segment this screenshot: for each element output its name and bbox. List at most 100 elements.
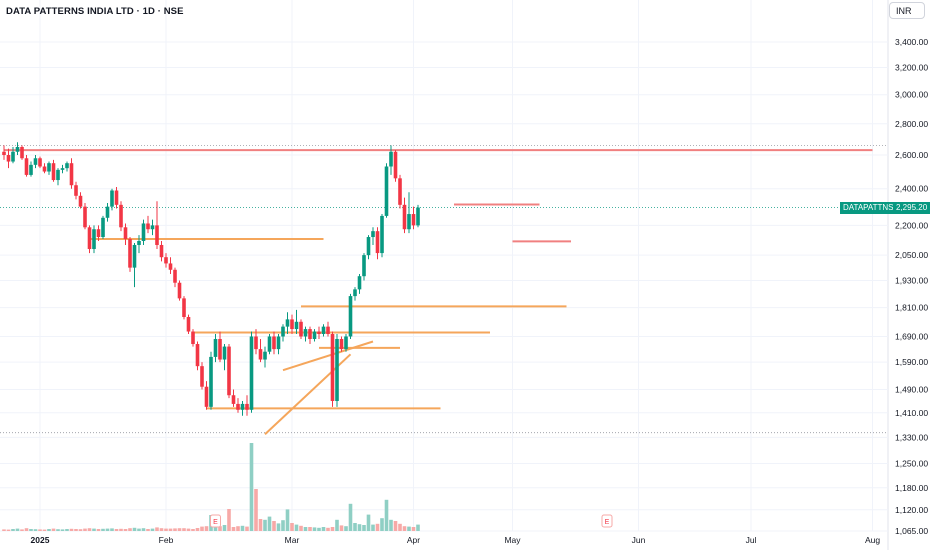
candle-body <box>276 336 281 350</box>
candle-body <box>195 344 200 367</box>
price-tick-label: 2,400.00 <box>895 184 928 194</box>
volume-bar <box>249 443 254 531</box>
volume-bar <box>231 527 236 531</box>
candle-body <box>105 206 110 218</box>
volume-bar <box>312 527 317 531</box>
volume-bar <box>191 529 195 531</box>
candle-body <box>47 163 51 172</box>
volume-bar <box>236 526 240 531</box>
volume-bar <box>200 526 204 531</box>
volume-bar <box>267 516 272 531</box>
volume-bar <box>74 529 78 531</box>
volume-bar <box>47 529 51 531</box>
volume-bar <box>56 529 60 531</box>
candle-body <box>254 336 258 350</box>
volume-bar <box>204 526 209 531</box>
volume-bar <box>87 528 92 531</box>
volume-bar <box>254 489 258 531</box>
volume-bar <box>11 529 15 531</box>
volume-bar <box>240 525 245 531</box>
time-tick-label: May <box>504 535 521 545</box>
volume-bar <box>114 529 119 531</box>
volume-bar <box>308 527 312 531</box>
candle-body <box>411 214 416 226</box>
candle-body <box>263 351 267 360</box>
volume-bar <box>281 520 285 531</box>
candle-body <box>371 231 375 238</box>
candle-body <box>96 229 101 238</box>
volume-bar <box>177 528 182 531</box>
volume-bar <box>258 519 263 531</box>
price-tick-label: 1,250.00 <box>895 459 928 469</box>
candle-body <box>407 214 411 230</box>
candle-body <box>366 237 371 256</box>
volume-bar <box>393 521 398 531</box>
price-tick-label: 1,690.00 <box>895 331 928 341</box>
volume-bar <box>168 528 173 531</box>
candle-body <box>110 190 114 207</box>
candle-body <box>2 151 6 156</box>
volume-bar <box>339 525 344 531</box>
volume-bar <box>101 528 105 531</box>
volume-bar <box>2 529 6 531</box>
price-tick-label: 3,000.00 <box>895 90 928 100</box>
time-tick-label: Jun <box>632 535 646 545</box>
volume-bar <box>182 528 186 531</box>
candle-body <box>60 168 65 170</box>
volume-bar <box>357 524 362 531</box>
candle-body <box>164 257 168 264</box>
volume-bar <box>375 523 380 531</box>
candle-body <box>200 366 204 387</box>
volume-bar <box>96 529 101 531</box>
candle-body <box>362 255 366 277</box>
time-tick-label: Aug <box>865 535 880 545</box>
price-tick-label: 1,490.00 <box>895 385 928 395</box>
candle-body <box>317 331 321 334</box>
volume-bar <box>222 525 227 531</box>
volume-bar <box>371 524 375 531</box>
volume-bar <box>195 528 200 531</box>
price-tick-label: 1,410.00 <box>895 408 928 418</box>
volume-bar <box>38 529 42 531</box>
volume-bar <box>285 509 290 531</box>
volume-bar <box>159 528 164 531</box>
volume-bar <box>326 527 330 531</box>
currency-button[interactable]: INR <box>889 2 925 19</box>
candle-body <box>24 158 29 175</box>
candle-body <box>227 346 231 396</box>
earnings-badge-label: E <box>605 519 610 526</box>
volume-bar <box>366 514 371 531</box>
candle-body <box>20 146 24 159</box>
candle-body <box>299 321 303 337</box>
price-tick-label: 3,200.00 <box>895 63 928 73</box>
volume-bar <box>398 523 402 531</box>
candle-body <box>83 206 87 228</box>
volume-bar <box>294 524 299 531</box>
volume-bar <box>335 519 339 531</box>
candle-body <box>218 338 222 360</box>
candle-body <box>146 223 150 230</box>
candle-body <box>128 239 132 268</box>
candle-body <box>173 269 177 283</box>
candle-body <box>74 185 78 196</box>
volume-bar <box>380 518 384 531</box>
candle-body <box>236 403 240 410</box>
volume-bar <box>137 528 141 531</box>
candle-body <box>389 151 393 167</box>
candle-body <box>321 326 326 334</box>
candle-body <box>155 225 159 245</box>
volume-bar <box>344 526 348 531</box>
volume-bar <box>29 529 33 531</box>
candle-body <box>393 151 398 179</box>
volume-bar <box>303 527 308 531</box>
candle-body <box>285 319 290 327</box>
time-tick-label: Jul <box>746 535 757 545</box>
candle-body <box>294 321 299 330</box>
candle-body <box>137 240 141 245</box>
volume-bar <box>150 528 155 531</box>
candle-body <box>51 163 56 181</box>
volume-bar <box>411 527 416 531</box>
last-price-tag: 2,295.20 <box>893 201 931 214</box>
volume-bar <box>321 527 326 531</box>
